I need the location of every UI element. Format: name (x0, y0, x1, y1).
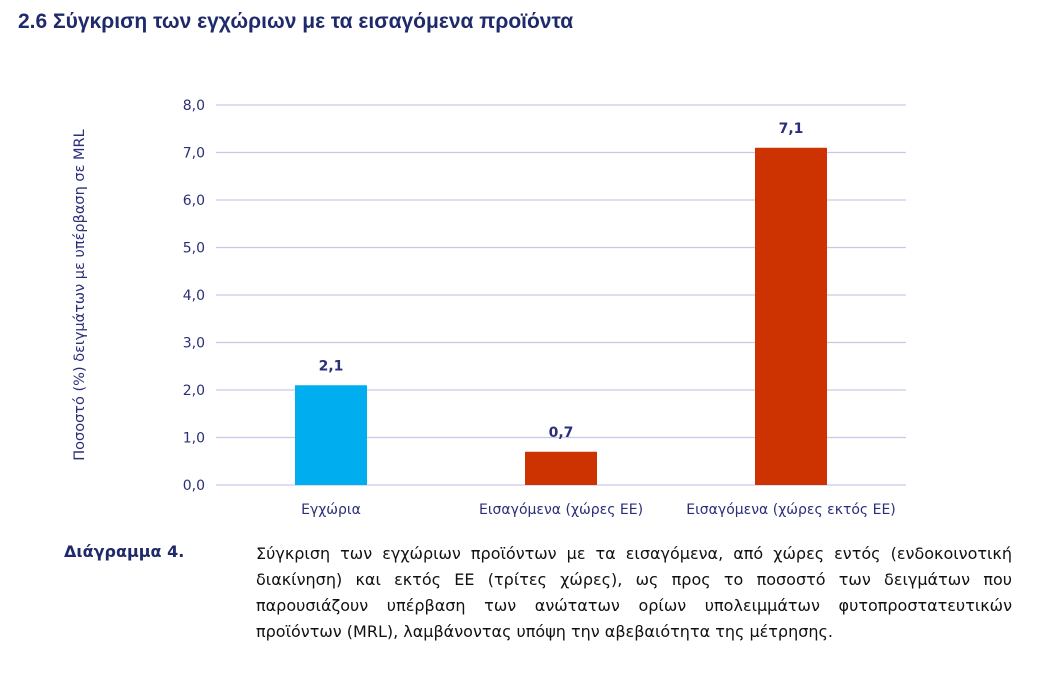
x-tick-label: Εγχώρια (301, 502, 361, 518)
bar (295, 385, 367, 485)
bar (755, 147, 827, 485)
y-tick-label: 8,0 (183, 98, 205, 114)
bar-chart: 0,0 1,0 2,0 3,0 4,0 5,0 6,0 7,0 8,0 2,1 Εγχώρια 0,7… (183, 98, 906, 518)
y-tick-label: 2,0 (183, 383, 205, 399)
data-label: 2,1 (319, 358, 344, 374)
data-label: 7,1 (779, 121, 804, 137)
y-tick-label: 1,0 (183, 431, 205, 447)
y-tick-label: 6,0 (183, 193, 205, 209)
data-label: 0,7 (549, 425, 574, 441)
y-tick-label: 5,0 (183, 241, 205, 257)
y-axis-label: Ποσοστό (%) δειγμάτων με υπέρβαση σε MRL (72, 129, 88, 461)
chart-area: 0,0 1,0 2,0 3,0 4,0 5,0 6,0 7,0 8,0 2,1 Εγχώρια 0,7… (95, 80, 925, 532)
y-tick-label: 4,0 (183, 288, 205, 304)
x-tick-label: Εισαγόμενα (χώρες ΕΕ) (479, 502, 643, 518)
section-heading: 2.6 Σύγκριση των εγχώριων με τα εισαγόμε… (18, 10, 574, 33)
y-tick-label: 3,0 (183, 336, 205, 352)
y-tick-label: 0,0 (183, 478, 205, 494)
figure-caption-text: Σύγκριση των εγχώριων προϊόντων με τα ει… (256, 544, 1012, 641)
bar (525, 451, 597, 485)
y-tick-label: 7,0 (183, 146, 205, 162)
figure-caption-label: Διάγραμμα 4. (64, 542, 185, 561)
x-tick-label: Εισαγόμενα (χώρες εκτός ΕΕ) (686, 502, 896, 518)
